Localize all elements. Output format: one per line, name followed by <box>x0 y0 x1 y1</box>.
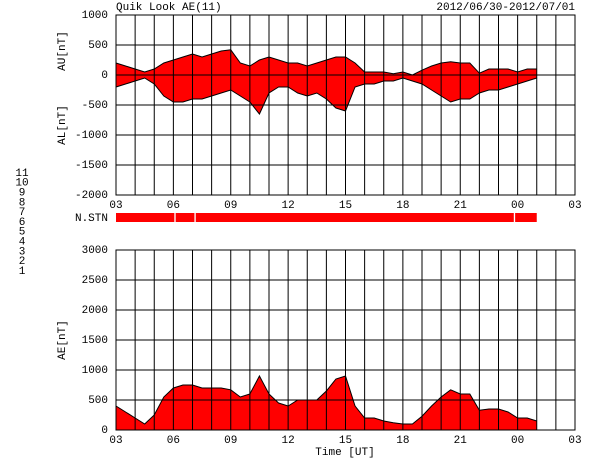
y-axis-label: AU[nT] <box>57 31 69 71</box>
y-axis-label: AL[nT] <box>57 105 69 145</box>
x-tick-label: 18 <box>396 435 409 447</box>
x-tick-label: 12 <box>282 435 295 447</box>
y-tick-label: 3000 <box>82 245 108 257</box>
station-label: 10 <box>15 178 28 190</box>
x-tick-label: 00 <box>511 435 524 447</box>
n-stn-bar <box>175 213 195 222</box>
y-tick-label: -2000 <box>75 190 108 202</box>
y-tick-label: 1000 <box>82 10 108 22</box>
station-label: 3 <box>19 246 26 258</box>
x-tick-label: 12 <box>282 200 295 212</box>
x-tick-label: 00 <box>511 200 524 212</box>
x-tick-label: 03 <box>109 435 122 447</box>
station-label: 7 <box>19 207 26 219</box>
station-label: 9 <box>19 188 26 200</box>
chart-title: Quik Look AE(11) <box>116 2 222 14</box>
station-label: 8 <box>19 197 26 209</box>
x-tick-label: 15 <box>339 200 352 212</box>
x-tick-label: 09 <box>224 435 237 447</box>
n-stn-label: N.STN <box>75 213 108 225</box>
x-tick-label: 21 <box>454 435 468 447</box>
x-tick-label: 09 <box>224 200 237 212</box>
x-tick-label: 03 <box>568 200 581 212</box>
x-tick-label: 21 <box>454 200 468 212</box>
y-tick-label: 1000 <box>82 365 108 377</box>
y-tick-label: 1500 <box>82 335 108 347</box>
plot-frame <box>115 14 576 196</box>
n-stn-bar <box>515 213 537 222</box>
station-label: 1 <box>19 266 26 278</box>
station-label: 4 <box>19 237 26 249</box>
y-axis-label: AE[nT] <box>57 320 69 360</box>
station-label: 5 <box>19 227 26 239</box>
x-tick-label: 15 <box>339 435 352 447</box>
station-label: 6 <box>19 217 26 229</box>
plot-frame <box>115 249 576 431</box>
y-tick-label: -1000 <box>75 130 108 142</box>
y-tick-label: 2500 <box>82 275 108 287</box>
y-tick-label: 0 <box>101 425 108 437</box>
x-tick-label: 18 <box>396 200 409 212</box>
x-axis-label: Time [UT] <box>315 447 374 459</box>
y-tick-label: -1500 <box>75 160 108 172</box>
y-tick-label: 0 <box>101 70 108 82</box>
n-stn-bar <box>195 213 514 222</box>
y-tick-label: 2000 <box>82 305 108 317</box>
y-tick-label: -500 <box>82 100 108 112</box>
y-tick-label: 500 <box>88 395 108 407</box>
station-label: 11 <box>15 168 29 180</box>
x-tick-label: 06 <box>167 200 180 212</box>
date-range: 2012/06/30-2012/07/01 <box>436 2 575 14</box>
station-label: 2 <box>19 256 26 268</box>
x-tick-label: 06 <box>167 435 180 447</box>
y-tick-label: 500 <box>88 40 108 52</box>
x-tick-label: 03 <box>109 200 122 212</box>
n-stn-bar <box>116 213 175 222</box>
x-tick-label: 03 <box>568 435 581 447</box>
